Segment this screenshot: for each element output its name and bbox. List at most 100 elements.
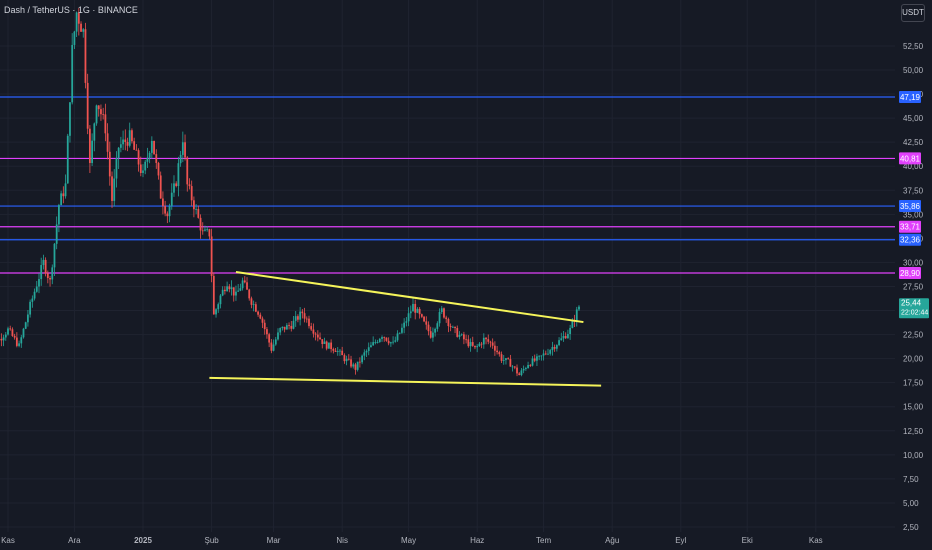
candle-body — [279, 328, 282, 333]
candle-body — [571, 320, 574, 328]
candle-body — [423, 316, 425, 322]
candle-body — [555, 345, 558, 349]
candle-body — [4, 334, 7, 338]
candle-body — [325, 341, 328, 349]
candle-body — [389, 342, 392, 344]
candle-body — [345, 358, 348, 362]
price-tags: 47,19 40,81 35,86 33,71 32,36 28,90 25,44 22:02… — [899, 91, 929, 319]
candle-body — [69, 102, 71, 136]
level-tag — [899, 267, 921, 280]
level-tag-label: 40,81 — [900, 154, 921, 163]
trendline — [209, 376, 602, 387]
candle-body — [206, 229, 209, 231]
candle-body — [542, 353, 545, 356]
candle-body — [186, 157, 189, 185]
candle-body — [560, 338, 563, 341]
candle-body — [409, 311, 412, 314]
candle-body — [33, 291, 36, 299]
candle-body — [385, 337, 388, 341]
candle-body — [396, 333, 399, 341]
candle-body — [478, 343, 481, 347]
candle-body — [491, 342, 494, 346]
level-tag — [899, 233, 921, 246]
candle-body — [199, 217, 202, 231]
candle-body — [62, 193, 65, 197]
candle-body — [305, 318, 308, 320]
candle-body — [332, 349, 335, 351]
candle-body — [401, 327, 403, 333]
candle-body — [20, 337, 23, 344]
candle-body — [458, 334, 461, 337]
candle-body — [246, 282, 248, 290]
candle-body — [281, 326, 284, 329]
candle-body — [551, 346, 554, 351]
candle-body — [58, 205, 60, 225]
candle-body — [93, 123, 96, 141]
candle-body — [159, 175, 162, 199]
price-tick-label: 35,00 — [903, 210, 924, 219]
candle-body — [469, 342, 472, 347]
candle-body — [447, 319, 450, 327]
candle-body — [328, 342, 330, 349]
candle-body — [536, 356, 538, 361]
candle-body — [378, 338, 381, 342]
level-tag-label: 28,90 — [900, 269, 921, 278]
grid-lines — [0, 0, 895, 532]
candle-body — [177, 163, 180, 187]
candle-body — [303, 313, 306, 319]
candle-body — [88, 128, 91, 163]
candle-body — [288, 325, 290, 326]
candle-body — [248, 289, 251, 299]
candle-body — [544, 353, 547, 355]
time-tick-label: Nis — [336, 536, 348, 545]
candle-body — [456, 328, 459, 337]
candle-body — [471, 342, 474, 346]
candle-body — [252, 304, 255, 306]
candle-body — [150, 140, 153, 153]
candle-body — [509, 359, 512, 367]
price-axis[interactable]: 2,50 5,00 7,50 10,00 12,50 15,00 17,50 20,00 22,… — [903, 42, 924, 532]
candle-body — [540, 355, 543, 357]
candle-body — [31, 298, 34, 302]
candle-body — [350, 359, 352, 367]
candle-body — [226, 286, 228, 292]
time-axis[interactable]: Kas Ara 2025 Şub Mar Nis May Haz Tem Ağu Eyl Eki Kas — [1, 536, 823, 545]
candle-body — [498, 352, 501, 355]
candle-body — [179, 154, 182, 164]
candle-body — [482, 337, 485, 345]
currency-button[interactable]: USDT — [901, 4, 925, 22]
candle-body — [354, 364, 357, 370]
candle-body — [463, 334, 465, 340]
candle-body — [82, 29, 85, 32]
candle-body — [394, 340, 397, 342]
candle-body — [95, 105, 98, 124]
time-tick-label: Eyl — [675, 536, 686, 545]
candle-body — [405, 321, 408, 323]
candle-body — [427, 324, 430, 332]
candle-body — [451, 326, 454, 328]
candle-body — [66, 135, 69, 184]
candle-body — [157, 162, 160, 176]
candle-body — [387, 340, 390, 344]
candle-body — [188, 184, 191, 187]
candle-body — [243, 280, 246, 283]
candle-body — [374, 342, 377, 343]
candle-body — [241, 280, 244, 289]
level-tag — [899, 200, 921, 213]
candle-body — [113, 178, 116, 201]
candle-body — [429, 331, 432, 338]
candle-body — [339, 350, 341, 352]
price-tick-label: 22,50 — [903, 331, 924, 340]
candle-body — [35, 286, 38, 292]
candle-body — [277, 332, 279, 340]
time-tick-label: Kas — [1, 536, 15, 545]
candle-body — [301, 311, 304, 314]
candle-body — [270, 342, 273, 351]
candle-body — [77, 12, 80, 24]
candle-body — [44, 259, 47, 274]
candle-body — [250, 298, 253, 305]
candle-body — [208, 229, 211, 237]
candle-body — [190, 186, 193, 201]
time-tick-label: May — [401, 536, 416, 545]
